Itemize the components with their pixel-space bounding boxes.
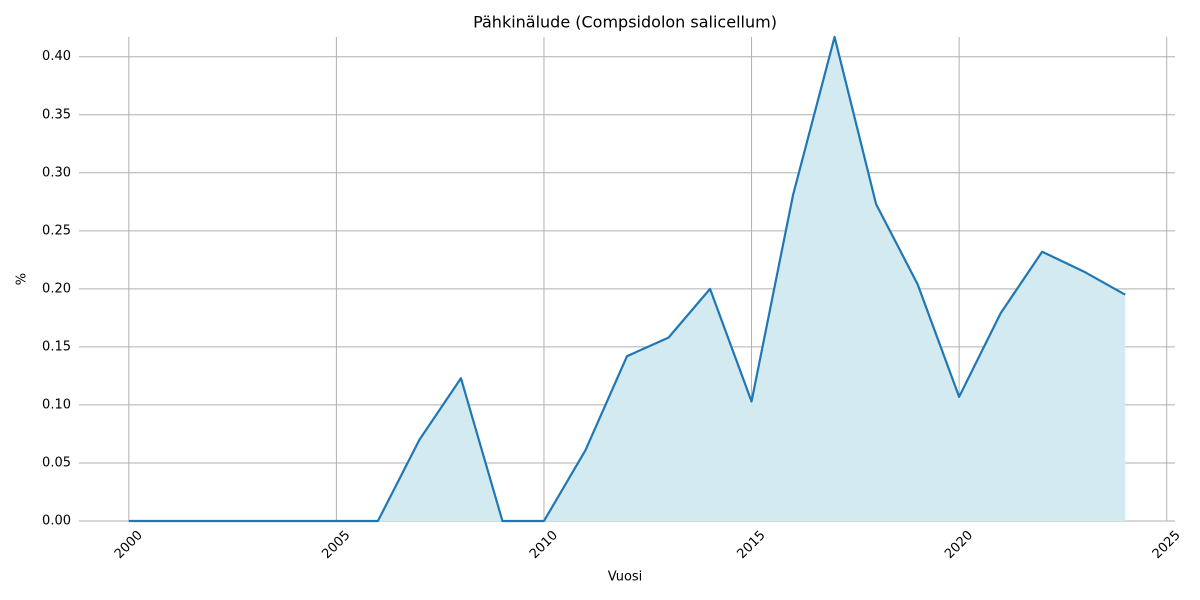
x-tick-label: 2020: [942, 528, 976, 562]
x-tick-label: 2015: [735, 528, 769, 562]
area: [128, 37, 1126, 521]
y-tick-label: 0.30: [42, 165, 71, 180]
x-tick-label: 2005: [319, 528, 353, 562]
chart-title: Pähkinälude (Compsidolon salicellum): [473, 13, 777, 32]
y-tick-label: 0.15: [42, 339, 71, 354]
line: [128, 35, 1126, 523]
y-tick-label: 0.25: [42, 223, 71, 238]
y-tick-label: 0.20: [42, 281, 71, 296]
x-tick-label: 2025: [1150, 528, 1184, 562]
y-tick-label: 0.10: [42, 397, 71, 412]
y-tick-label: 0.00: [42, 514, 71, 529]
y-tick-label: 0.40: [42, 49, 71, 64]
y-axis-label: %: [15, 273, 30, 285]
y-tick-label: 0.35: [42, 107, 71, 122]
x-tick-label: 2010: [527, 528, 561, 562]
x-axis-label: Vuosi: [608, 570, 643, 585]
y-tick-label: 0.05: [42, 455, 71, 470]
x-tick-label: 2000: [112, 528, 146, 562]
